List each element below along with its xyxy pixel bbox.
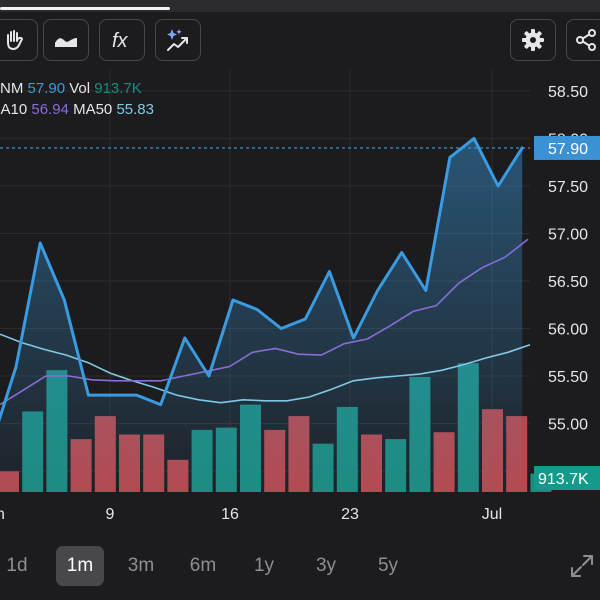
legend-ma10-value: 56.94 xyxy=(31,101,69,118)
x-axis-tick-label: 9 xyxy=(106,506,115,523)
legend-ma50-label: MA50 xyxy=(73,101,113,118)
settings-button[interactable] xyxy=(510,19,556,61)
x-axis-tick-label: 16 xyxy=(221,506,239,523)
current-volume-tag xyxy=(534,466,600,490)
draw-hand-button[interactable] xyxy=(0,19,38,61)
y-axis-tick-label: 55.50 xyxy=(548,369,588,386)
current-volume-tag-label: 913.7K xyxy=(538,471,589,488)
share-icon xyxy=(576,29,596,51)
gear-icon xyxy=(522,29,544,51)
function-icon: fx xyxy=(112,30,129,52)
legend-price-value: 57.90 xyxy=(27,80,66,97)
timeframe-1y[interactable]: 1y xyxy=(253,555,275,576)
legend-row-ma: MA10 56.94 MA50 55.83 xyxy=(0,99,154,120)
ma50-line xyxy=(0,333,531,404)
y-axis-tick-label: 57.50 xyxy=(548,179,588,196)
price-area-fill xyxy=(0,138,523,492)
legend-ma10-label: MA10 xyxy=(0,101,28,118)
expand-icon xyxy=(571,555,593,577)
x-axis-tick-label: Jul xyxy=(482,506,502,523)
legend-vol-label: Vol xyxy=(69,80,91,97)
current-price-tag-label: 57.90 xyxy=(548,141,588,158)
price-line xyxy=(0,136,524,423)
fullscreen-button[interactable] xyxy=(568,552,596,580)
legend-symbol: NM xyxy=(0,80,24,97)
top-strip xyxy=(0,0,600,12)
timeframe-selector: 1d 1m 3m 6m 1y 3y 5y xyxy=(0,540,600,592)
ai-sparkle-chart-icon xyxy=(167,29,188,51)
y-axis-tick-label: 57.00 xyxy=(548,226,588,243)
timeframe-3m[interactable]: 3m xyxy=(127,555,155,576)
timeframe-1d[interactable]: 1d xyxy=(6,555,28,576)
legend-row-price: NM 57.90 Vol 913.7K xyxy=(0,78,154,99)
legend-volume-value: 913.7K xyxy=(94,80,142,97)
area-chart-icon xyxy=(55,38,77,47)
x-axis-tick-label: n xyxy=(0,506,5,523)
y-axis-tick-label: 58.50 xyxy=(548,84,588,101)
y-axis-tick-label: 55.00 xyxy=(548,417,588,434)
draw-hand-icon xyxy=(7,30,23,50)
y-axis-tick-label: 56.00 xyxy=(548,322,588,339)
ai-analysis-button[interactable] xyxy=(155,19,201,61)
price-chart[interactable]: 58.5058.0057.5057.0056.5056.0055.5055.00… xyxy=(0,70,600,530)
timeframe-6m[interactable]: 6m xyxy=(189,555,217,576)
chart-type-button[interactable] xyxy=(43,19,89,61)
share-button[interactable] xyxy=(566,19,600,61)
legend-ma50-value: 55.83 xyxy=(116,101,154,118)
timeframe-1m[interactable]: 1m xyxy=(56,546,104,586)
timeframe-3y[interactable]: 3y xyxy=(315,555,337,576)
function-glyph: fx xyxy=(112,30,129,52)
y-axis-tick-label: 56.50 xyxy=(548,274,588,291)
timeframe-5y[interactable]: 5y xyxy=(377,555,399,576)
indicators-button[interactable]: fx xyxy=(99,19,145,61)
chart-canvas[interactable]: 58.5058.0057.5057.0056.5056.0055.5055.00… xyxy=(0,70,600,530)
chart-legend: NM 57.90 Vol 913.7K MA10 56.94 MA50 55.8… xyxy=(0,78,154,120)
x-axis-tick-label: 23 xyxy=(341,506,359,523)
current-price-tag xyxy=(534,135,600,160)
ma10-line xyxy=(0,238,529,406)
loading-progress-bar xyxy=(0,7,170,10)
